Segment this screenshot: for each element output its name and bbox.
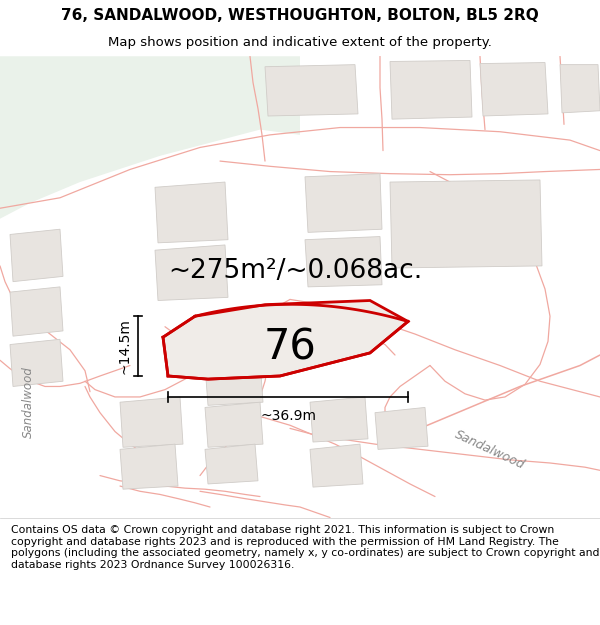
Polygon shape (480, 62, 548, 116)
Polygon shape (155, 245, 228, 301)
Text: ~36.9m: ~36.9m (260, 409, 316, 423)
Polygon shape (205, 402, 263, 448)
Polygon shape (163, 301, 408, 379)
Text: Contains OS data © Crown copyright and database right 2021. This information is : Contains OS data © Crown copyright and d… (11, 525, 599, 570)
Polygon shape (120, 444, 178, 489)
Text: 76, SANDALWOOD, WESTHOUGHTON, BOLTON, BL5 2RQ: 76, SANDALWOOD, WESTHOUGHTON, BOLTON, BL… (61, 8, 539, 23)
Polygon shape (390, 61, 472, 119)
Text: ~14.5m: ~14.5m (117, 318, 131, 374)
Polygon shape (10, 229, 63, 282)
Polygon shape (310, 444, 363, 487)
Polygon shape (390, 180, 542, 268)
Polygon shape (120, 397, 183, 448)
Polygon shape (10, 339, 63, 386)
Polygon shape (0, 56, 300, 219)
Polygon shape (205, 360, 263, 406)
Text: 76: 76 (263, 327, 316, 369)
Text: Sandalwood: Sandalwood (22, 366, 35, 438)
Polygon shape (305, 236, 382, 287)
Polygon shape (305, 174, 382, 232)
Polygon shape (265, 64, 358, 116)
Text: Sandalwood: Sandalwood (453, 428, 527, 471)
Polygon shape (560, 64, 600, 113)
Polygon shape (205, 444, 258, 484)
Polygon shape (310, 397, 368, 442)
Text: ~275m²/~0.068ac.: ~275m²/~0.068ac. (168, 258, 422, 284)
Text: Map shows position and indicative extent of the property.: Map shows position and indicative extent… (108, 36, 492, 49)
Polygon shape (155, 182, 228, 243)
Polygon shape (375, 408, 428, 449)
Polygon shape (10, 287, 63, 336)
